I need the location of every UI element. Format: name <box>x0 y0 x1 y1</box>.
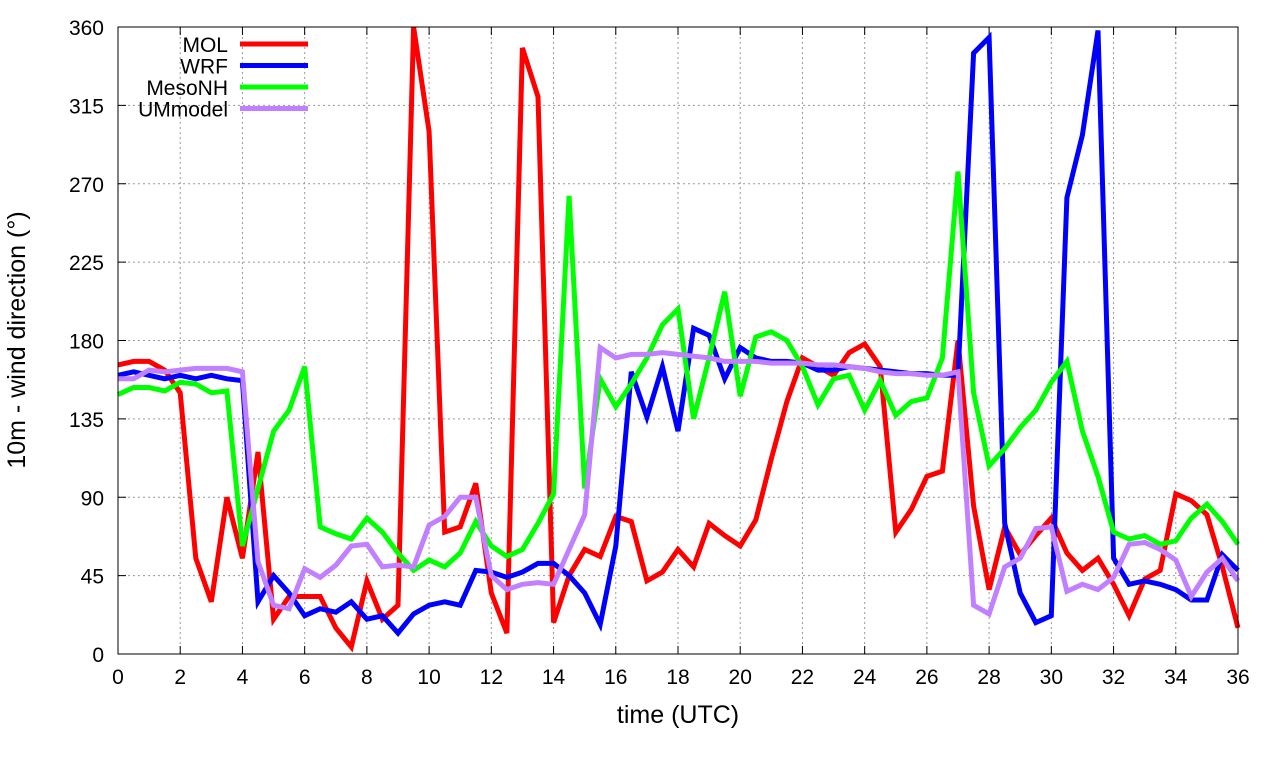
x-tick-label: 24 <box>853 666 877 689</box>
y-tick-label: 180 <box>69 331 104 354</box>
x-tick-label: 14 <box>542 666 566 689</box>
x-tick-label: 22 <box>791 666 814 689</box>
y-tick-label: 45 <box>81 566 104 589</box>
series-line-ummodel <box>118 343 1241 618</box>
series-line-mol <box>117 26 1241 653</box>
y-axis-label: 10m - wind direction (°) <box>3 211 31 468</box>
series-line-wrf <box>117 30 1240 637</box>
plot-frame <box>117 26 1239 655</box>
legend-label-mesonh: MesoNH <box>146 77 228 100</box>
x-tick-label: 36 <box>1226 666 1249 689</box>
legend-label-wrf: WRF <box>180 56 228 79</box>
x-tick-label: 34 <box>1164 666 1188 689</box>
x-tick-label: 0 <box>112 666 124 689</box>
x-tick-label: 20 <box>729 666 752 689</box>
x-tick-label: 12 <box>480 666 503 689</box>
y-tick-label: 135 <box>69 409 104 432</box>
x-tick-label: 2 <box>174 666 186 689</box>
y-tick-label: 360 <box>69 17 104 40</box>
x-tick-label: 26 <box>915 666 938 689</box>
x-tick-label: 32 <box>1102 666 1125 689</box>
series-line-mesonh <box>116 171 1241 574</box>
legend-label-mol: MOL <box>182 34 228 57</box>
x-tick-label: 4 <box>237 666 249 689</box>
legend-label-ummodel: UMmodel <box>138 99 228 122</box>
y-tick-label: 90 <box>81 487 104 510</box>
x-tick-label: 6 <box>299 666 311 689</box>
x-tick-label: 8 <box>361 666 373 689</box>
x-tick-label: 28 <box>977 666 1000 689</box>
y-tick-label: 270 <box>69 174 104 197</box>
y-tick-label: 225 <box>69 252 104 275</box>
x-tick-label: 16 <box>604 666 627 689</box>
y-tick-label: 315 <box>69 95 104 118</box>
x-tick-label: 18 <box>666 666 689 689</box>
x-tick-label: 30 <box>1040 666 1063 689</box>
x-tick-label: 10 <box>417 666 440 689</box>
tick-labels: 0 2 4 6 8 10 12 14 16 18 20 22 24 26 28 30 32 34 360459013… <box>69 17 1250 689</box>
series-lines <box>116 26 1241 653</box>
x-axis-label: time (UTC) <box>617 701 739 729</box>
y-tick-label: 0 <box>92 644 104 667</box>
